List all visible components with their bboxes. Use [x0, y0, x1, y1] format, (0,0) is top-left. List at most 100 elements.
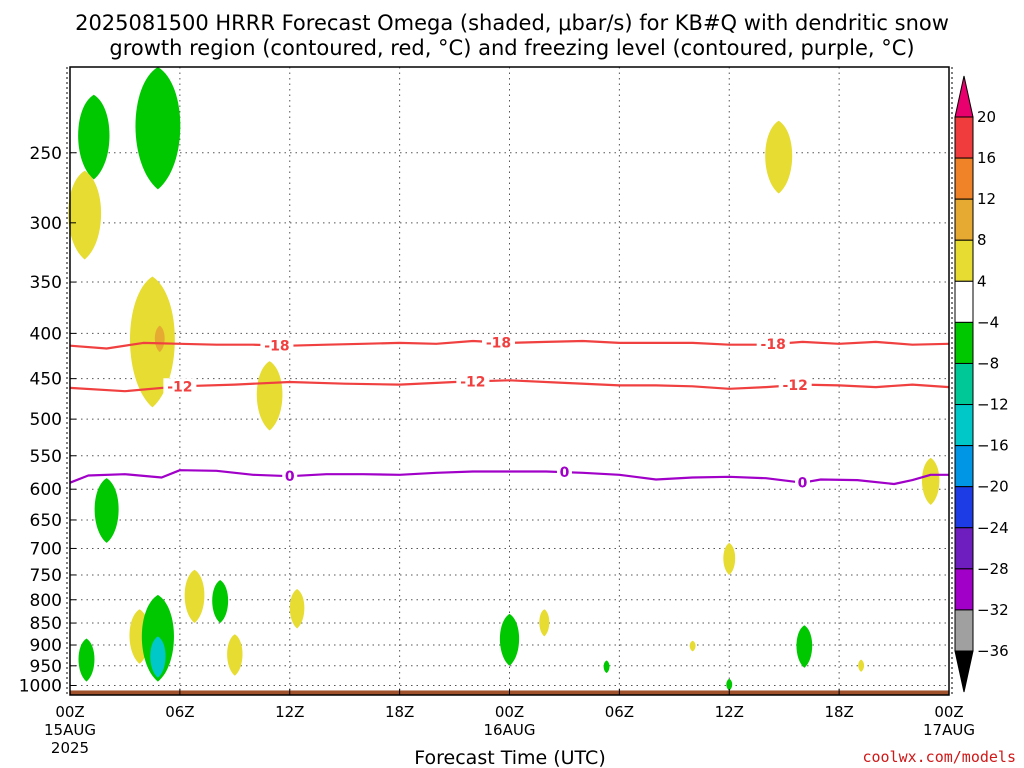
colorbar-label: 20	[977, 108, 996, 126]
y-tick-label: 550	[30, 447, 62, 467]
contour-label-bg	[282, 468, 298, 485]
contour-line	[69, 379, 950, 393]
y-tick-label: 850	[30, 614, 62, 634]
omega-region	[603, 660, 610, 674]
contour-label-bg	[795, 474, 810, 491]
x-tick-label: 12Z	[715, 703, 744, 721]
y-tick-label: 300	[30, 214, 62, 234]
contour-label-bg	[482, 334, 516, 351]
y-tick-label: 500	[30, 410, 62, 430]
y-tick-label: 250	[30, 144, 62, 164]
x-tick-label: 00Z	[55, 703, 84, 721]
contour-label-bg	[456, 373, 490, 390]
omega-region	[227, 634, 243, 676]
colorbar-label: −12	[977, 396, 1009, 414]
contour-label: -18	[486, 335, 511, 351]
x-tick-year: 2025	[51, 739, 89, 757]
credit-text: coolwx.com/models	[862, 748, 1016, 766]
omega-region	[539, 609, 550, 637]
temperature-contours: -18 -18 -18 -12 -12 -12 0 0 0	[69, 334, 950, 492]
axes: 2503003504004505005506006507007508008509…	[19, 66, 975, 757]
colorbar-bin	[954, 362, 974, 406]
y-tick-label: 1000	[19, 677, 62, 697]
omega-region	[94, 478, 119, 543]
y-tick-label: 400	[30, 324, 62, 344]
colorbar-label: −24	[977, 519, 1009, 537]
chart-title-line2: growth region (contoured, red, °C) and f…	[109, 36, 914, 60]
x-tick-date: 15AUG	[44, 721, 96, 739]
omega-region	[499, 613, 520, 666]
colorbar-label: 8	[977, 231, 987, 249]
omega-region	[796, 625, 813, 668]
y-tick-label: 700	[30, 539, 62, 559]
colorbar-bin	[954, 321, 974, 364]
contour-label: -12	[460, 374, 485, 390]
colorbar-label: −16	[977, 437, 1009, 455]
colorbar-label: −28	[977, 560, 1009, 578]
omega-region	[78, 638, 95, 682]
x-tick-label: 18Z	[824, 703, 853, 721]
omega-shading	[68, 67, 940, 691]
colorbar-bin	[954, 280, 974, 323]
x-tick-date: 17AUG	[923, 721, 975, 739]
omega-region	[765, 120, 793, 194]
colorbar-bin	[954, 527, 974, 570]
colorbar-label: −36	[977, 642, 1009, 660]
contour-label-bg	[778, 377, 812, 394]
chart-title-line1: 2025081500 HRRR Forecast Omega (shaded, …	[75, 11, 949, 35]
y-tick-label: 750	[30, 566, 62, 586]
contour-label: -12	[783, 378, 808, 394]
colorbar-bin	[954, 239, 974, 282]
contour-line	[69, 469, 949, 486]
colorbar-bin	[954, 198, 974, 241]
colorbar-top-arrow	[954, 75, 974, 118]
omega-region	[858, 659, 865, 672]
x-tick-date: 16AUG	[484, 721, 536, 739]
y-tick-label: 450	[30, 370, 62, 390]
x-axis-label: Forecast Time (UTC)	[414, 747, 605, 768]
contour-label: 0	[285, 469, 295, 485]
contour-label-bg	[163, 378, 197, 395]
colorbar-bin	[954, 404, 974, 447]
y-tick-label: 950	[30, 657, 62, 677]
colorbar-bin	[954, 609, 974, 652]
colorbar-bottom-arrow	[954, 650, 974, 693]
omega-region	[689, 640, 696, 652]
colorbar-label: 16	[977, 149, 996, 167]
y-tick-label: 650	[30, 511, 62, 531]
colorbar-label: 4	[977, 272, 987, 290]
omega-region	[921, 457, 940, 505]
omega-region	[184, 569, 205, 624]
omega-region	[726, 678, 733, 691]
y-tick-label: 600	[30, 480, 62, 500]
colorbar-bin	[954, 157, 974, 200]
colorbar-label: −8	[977, 354, 999, 372]
y-tick-label: 900	[30, 636, 62, 656]
colorbar-bin	[954, 486, 974, 529]
colorbar-bin	[954, 116, 974, 159]
contour-label: -12	[167, 379, 192, 395]
x-tick-label: 00Z	[495, 703, 524, 721]
colorbar-label: −4	[977, 313, 999, 331]
x-tick-label: 06Z	[165, 703, 194, 721]
colorbar-label: −20	[977, 478, 1009, 496]
colorbar-label: −32	[977, 601, 1009, 619]
colorbar-bin	[954, 445, 974, 488]
omega-region	[129, 276, 175, 408]
omega-region	[723, 542, 736, 575]
x-tick-label: 06Z	[605, 703, 634, 721]
omega-region	[212, 580, 229, 624]
contour-label: 0	[798, 476, 808, 492]
contour-label: -18	[761, 337, 786, 353]
omega-region	[154, 325, 165, 353]
x-tick-label: 18Z	[385, 703, 414, 721]
contour-label-bg	[260, 337, 294, 354]
x-tick-label: 12Z	[275, 703, 304, 721]
colorbar: 20 16 12 8 4 −4 −8 −12 −16 −20 −24 −28 −32 −36	[954, 75, 1009, 693]
contour-label-bg	[556, 464, 572, 481]
contour-label: -18	[264, 338, 289, 354]
colorbar-label: 12	[977, 190, 996, 208]
contour-label: 0	[560, 465, 570, 481]
omega-region	[289, 589, 305, 629]
